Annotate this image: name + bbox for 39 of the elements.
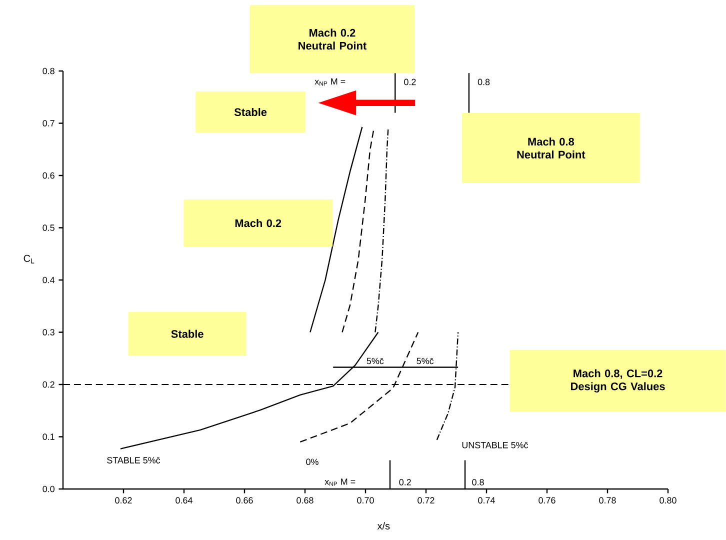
x-tick-label: 0.74: [478, 497, 495, 504]
line-series: [310, 126, 363, 333]
annotation: 0.8: [478, 78, 490, 86]
x-tick-label: 0.72: [418, 497, 434, 504]
annotation: x$_{NP}$ M =: [324, 478, 356, 486]
annotation: Stable: [234, 108, 267, 116]
x-tick-label: 0.70: [357, 497, 374, 504]
annotation: 0%: [306, 458, 318, 466]
x-axis-title: x/s: [377, 522, 390, 530]
y-tick-label: 0.6: [42, 172, 54, 179]
annotation: 0.2: [404, 78, 416, 86]
x-tick-label: 0.80: [660, 497, 676, 504]
y-tick-label: 0.0: [42, 486, 54, 492]
x-tick-label: 0.64: [176, 497, 192, 504]
annotation: x$_{NP}$ M =: [314, 78, 346, 86]
x-tick-label: 0.78: [599, 497, 616, 504]
x-tick-label: 0.62: [115, 497, 132, 504]
y-tick-label: 0.1: [42, 434, 54, 440]
x-tick-label: 0.68: [296, 497, 314, 504]
y-axis-title: C$_{L}$: [24, 254, 34, 264]
y-tick-label: 0.2: [42, 381, 54, 388]
y-tick-label: 0.3: [42, 329, 54, 336]
y-tick-label: 0.4: [42, 276, 55, 284]
annotation: 0.2: [399, 479, 411, 486]
annotation: 5%c̄: [416, 358, 434, 364]
x-tick-label: 0.76: [538, 497, 556, 504]
annotation: 0.8: [472, 479, 484, 486]
annotation: Mach 0.2: [235, 219, 282, 228]
annotation: UNSTABLE 5%c̄: [462, 442, 528, 448]
annotation: Mach 0.8 Neutral Point: [517, 138, 586, 159]
annotation: STABLE 5%c̄: [107, 457, 160, 464]
text: Mach 0.2 Neutral Point: [298, 28, 366, 50]
annotation: Mach 0.8, CL=0.2 Design CG Values: [571, 369, 665, 392]
y-tick-label: 0.7: [42, 120, 54, 126]
annotation: 5%c̄: [366, 358, 384, 364]
y-tick-label: 0.8: [42, 68, 54, 74]
annotation: Stable: [171, 330, 204, 338]
x-tick-label: 0.66: [236, 497, 253, 504]
y-tick-label: 0.5: [42, 224, 54, 231]
